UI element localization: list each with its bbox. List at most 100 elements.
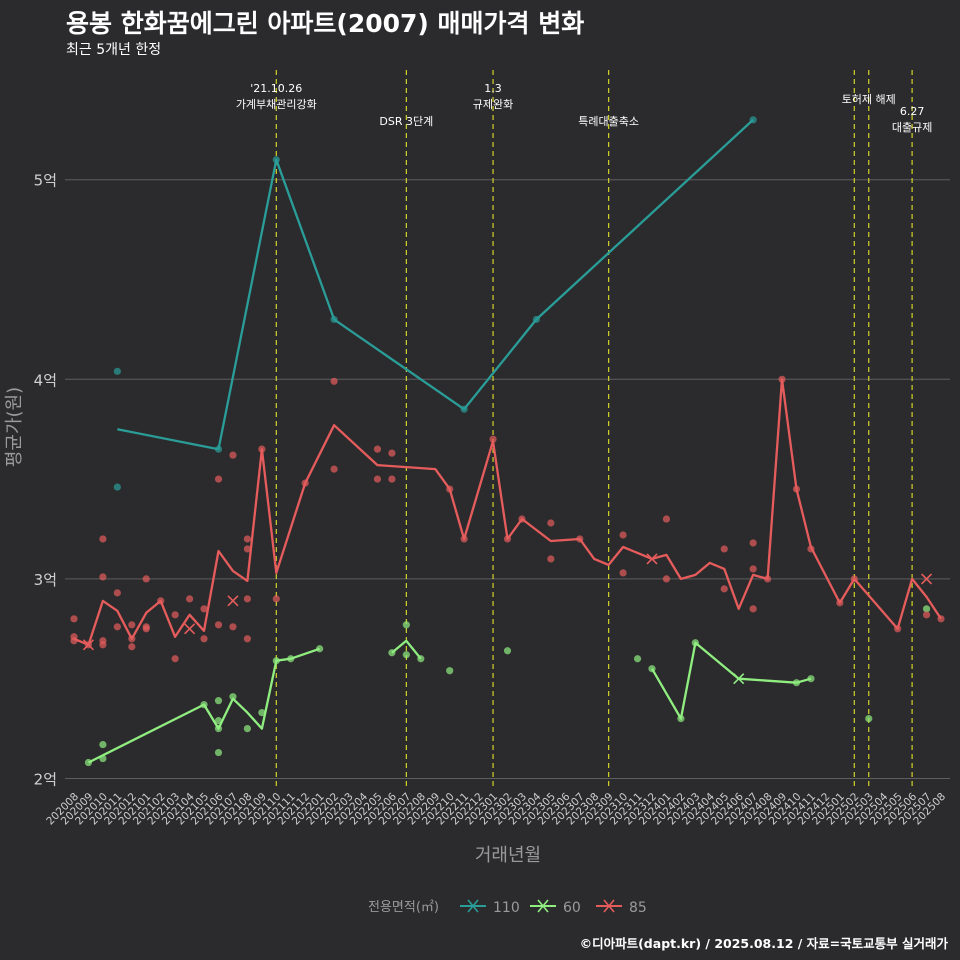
data-point-85 — [186, 595, 194, 603]
legend-swatch-cross — [537, 899, 549, 913]
data-point-85 — [576, 535, 584, 543]
data-point-85 — [142, 625, 150, 633]
data-point-85 — [662, 575, 671, 583]
data-point-60 — [388, 649, 396, 657]
data-point-85 — [619, 569, 627, 577]
data-point-85 — [128, 635, 136, 643]
data-point-60 — [633, 655, 642, 663]
cross-marker-85 — [82, 639, 95, 651]
event-label: 가계부채관리강화 — [236, 98, 317, 111]
data-point-85 — [330, 465, 338, 473]
data-point-60 — [446, 667, 454, 675]
event-label: 대출규제 — [892, 121, 932, 134]
data-point-85 — [214, 621, 223, 629]
y-tick-label: 2억 — [34, 771, 57, 789]
event-label: 1.3 — [484, 82, 502, 95]
data-point-85 — [894, 625, 902, 633]
legend-swatch-cross — [603, 899, 615, 913]
legend-label: 85 — [629, 900, 647, 916]
legend-item-60: 60 — [530, 899, 581, 916]
cross-marker-85 — [227, 595, 239, 607]
data-point-60 — [243, 725, 251, 733]
data-point-110 — [532, 315, 541, 324]
data-point-110 — [214, 445, 223, 453]
source-caption: ©디아파트(dapt.kr) / 2025.08.12 / 자료=국토교통부 실… — [579, 936, 948, 951]
data-point-85 — [330, 377, 338, 385]
data-point-85 — [388, 449, 396, 457]
data-point-85 — [113, 623, 121, 631]
data-point-85 — [720, 545, 728, 553]
data-point-60 — [648, 665, 656, 673]
data-point-60 — [503, 647, 512, 655]
data-point-85 — [70, 615, 78, 623]
data-point-60 — [99, 740, 107, 749]
data-point-85 — [243, 595, 251, 603]
series-line-85 — [73, 378, 942, 646]
data-point-85 — [460, 535, 468, 543]
data-point-110 — [460, 405, 468, 413]
y-tick-label: 4억 — [34, 371, 57, 389]
data-point-85 — [243, 635, 251, 643]
data-point-110 — [272, 156, 280, 164]
data-point-85 — [200, 635, 208, 643]
data-point-60 — [214, 748, 223, 757]
data-point-60 — [417, 655, 425, 663]
y-tick-label: 3억 — [34, 571, 57, 589]
data-point-60 — [677, 715, 685, 723]
data-point-85 — [749, 539, 757, 547]
data-point-85 — [99, 535, 107, 543]
data-point-60 — [402, 651, 410, 659]
data-point-85 — [922, 611, 931, 619]
data-point-85 — [518, 515, 526, 523]
event-label: 규제완화 — [473, 98, 513, 111]
data-point-60 — [691, 639, 699, 647]
legend-label: 60 — [563, 900, 581, 916]
data-point-85 — [778, 375, 786, 383]
legend-item-85: 85 — [596, 899, 647, 916]
data-point-60 — [214, 697, 223, 705]
data-point-85 — [547, 519, 555, 527]
cross-marker-85 — [646, 553, 658, 565]
data-point-60 — [99, 754, 107, 763]
chart-subtitle: 최근 5개년 한정 — [66, 42, 162, 58]
data-point-85 — [619, 531, 627, 539]
event-label: '21.10.26 — [250, 82, 302, 95]
data-point-60 — [287, 655, 295, 663]
data-point-60 — [214, 725, 223, 733]
data-point-60 — [258, 709, 266, 717]
data-point-85 — [272, 595, 280, 603]
data-point-85 — [258, 445, 266, 453]
data-point-85 — [157, 597, 165, 605]
data-point-85 — [836, 599, 844, 607]
cross-marker-85 — [184, 623, 196, 635]
data-point-110 — [113, 483, 121, 491]
event-label: 토허제 해제 — [842, 92, 896, 106]
data-point-85 — [446, 485, 454, 493]
legend-swatch-cross — [467, 899, 479, 913]
data-point-85 — [489, 435, 497, 443]
data-point-85 — [128, 643, 136, 651]
data-point-110 — [113, 367, 121, 375]
series-line-110 — [117, 118, 754, 451]
legend-item-110: 110 — [460, 899, 520, 916]
data-point-85 — [171, 611, 179, 619]
y-tick-label: 5억 — [34, 172, 57, 190]
data-point-85 — [850, 575, 858, 583]
data-point-85 — [749, 565, 757, 573]
data-point-85 — [243, 535, 251, 543]
data-point-110 — [749, 116, 757, 124]
legend-title: 전용면적(㎡) — [368, 900, 439, 915]
data-point-85 — [792, 485, 801, 493]
legend-label: 110 — [493, 900, 520, 916]
chart-title: 용봉 한화꿈에그린 아파트(2007) 매매가격 변화 — [66, 9, 585, 38]
event-label: DSR 3단계 — [379, 115, 433, 128]
event-label: 특례대출축소 — [578, 115, 639, 128]
data-point-85 — [547, 555, 555, 563]
data-point-85 — [301, 479, 309, 487]
cross-marker-85 — [920, 573, 933, 585]
series-line-60 — [651, 641, 812, 720]
data-point-60 — [214, 717, 223, 725]
data-point-85 — [113, 589, 121, 597]
y-axis-title: 평균가(원) — [4, 387, 25, 467]
